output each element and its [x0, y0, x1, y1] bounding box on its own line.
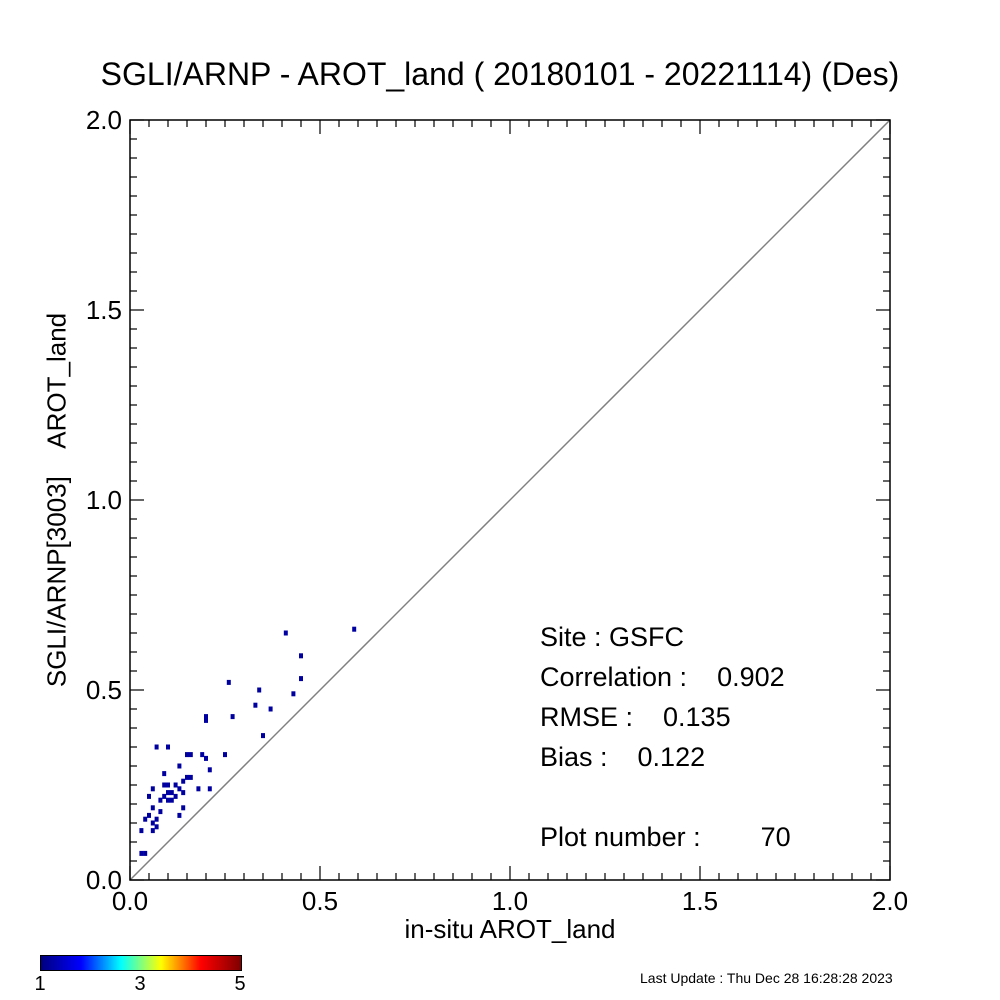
data-point — [169, 790, 174, 796]
data-point — [166, 744, 170, 750]
data-point — [150, 786, 155, 792]
data-point — [181, 805, 186, 811]
data-point — [207, 786, 212, 792]
colorbar-tick-min: 1 — [34, 973, 46, 995]
data-point — [154, 824, 159, 830]
data-point — [162, 771, 167, 777]
data-point — [150, 820, 155, 826]
data-point — [226, 679, 231, 685]
data-point — [154, 816, 159, 822]
data-point — [299, 676, 303, 682]
stat-plot-number: Plot number : 70 — [540, 822, 791, 852]
stat-rmse: RMSE : 0.135 — [540, 702, 731, 732]
one-to-one-line — [129, 119, 891, 881]
data-point — [147, 812, 151, 818]
data-point — [181, 790, 186, 796]
data-point — [173, 793, 178, 799]
data-point — [173, 782, 178, 788]
x-tick-label: 0.0 — [112, 886, 148, 916]
y-tick-label: 0.5 — [86, 675, 122, 705]
data-point — [253, 702, 258, 708]
data-point — [154, 744, 159, 750]
chart-title: SGLI/ARNP - AROT_land ( 20180101 - 20221… — [100, 56, 900, 92]
x-tick-label: 0.5 — [302, 886, 338, 916]
data-point — [352, 626, 357, 632]
stat-correlation: Correlation : 0.902 — [540, 662, 785, 692]
data-point — [150, 828, 155, 834]
data-point — [162, 782, 167, 788]
data-point — [207, 767, 212, 773]
stat-bias: Bias : 0.122 — [540, 742, 706, 772]
data-point — [188, 774, 193, 780]
data-point — [188, 752, 193, 758]
data-point — [139, 828, 144, 834]
data-point — [204, 755, 208, 761]
stat-site: Site : GSFC — [540, 622, 685, 652]
data-point — [196, 786, 201, 792]
data-point — [139, 850, 144, 856]
data-point — [230, 714, 235, 720]
data-point — [169, 797, 174, 803]
x-tick-label: 1.5 — [682, 886, 718, 916]
data-point — [257, 687, 262, 693]
y-tick-label: 1.0 — [86, 485, 122, 515]
y-axis-label: SGLI/ARNP[3003] AROT_land — [41, 312, 72, 688]
data-point — [291, 691, 296, 697]
colorbar — [40, 955, 242, 971]
data-point — [185, 774, 189, 780]
data-point — [223, 752, 227, 758]
y-tick-label: 2.0 — [86, 105, 122, 135]
colorbar-tick-mid: 3 — [134, 973, 146, 995]
data-point — [261, 733, 265, 739]
data-point — [177, 763, 182, 769]
data-point — [143, 850, 148, 856]
data-point — [143, 816, 148, 822]
data-point — [204, 717, 208, 723]
x-tick-label: 1.0 — [492, 886, 528, 916]
data-point — [177, 786, 182, 792]
data-point — [166, 790, 170, 796]
x-tick-label: 2.0 — [872, 886, 908, 916]
data-point — [268, 706, 273, 712]
y-tick-label: 0.0 — [86, 865, 122, 895]
data-point — [200, 752, 205, 758]
data-point — [166, 797, 170, 803]
data-point — [150, 805, 155, 811]
data-point — [158, 809, 163, 815]
data-point — [185, 752, 189, 758]
y-tick-label: 1.5 — [86, 295, 122, 325]
data-point — [166, 782, 170, 788]
data-point — [177, 812, 182, 818]
data-point — [181, 778, 186, 784]
data-point — [147, 793, 151, 799]
colorbar-tick-max: 5 — [234, 973, 246, 995]
data-point — [204, 714, 208, 720]
data-point — [162, 793, 167, 799]
data-point — [299, 653, 303, 659]
x-axis-label: in-situ AROT_land — [404, 914, 616, 944]
data-point — [283, 630, 288, 636]
data-point — [158, 797, 163, 803]
last-update-text: Last Update : Thu Dec 28 16:28:28 2023 — [640, 970, 893, 986]
